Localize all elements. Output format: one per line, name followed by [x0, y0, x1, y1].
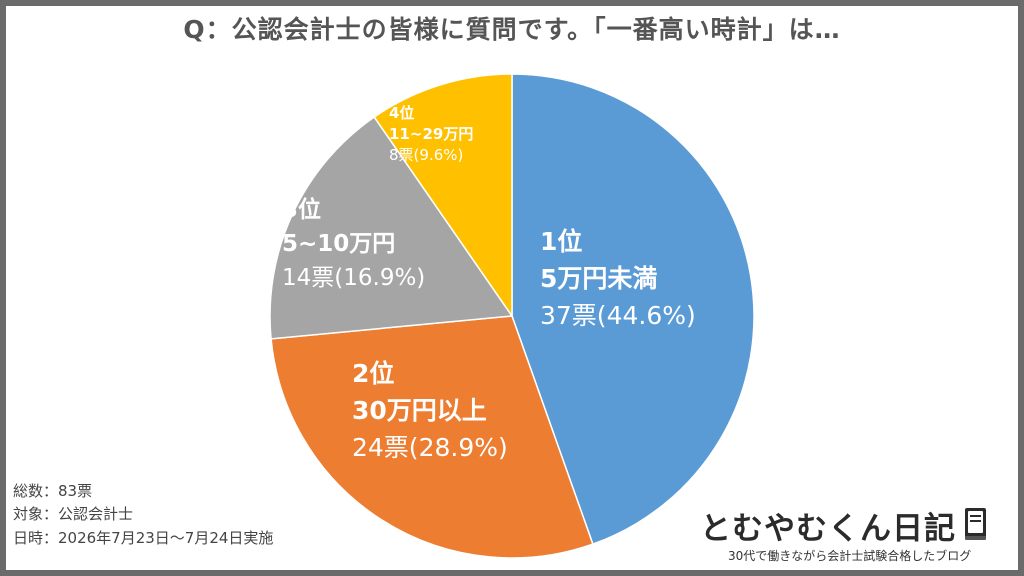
slice-votes-4: 8票(9.6%) [389, 146, 464, 164]
pie-slice-1 [511, 73, 755, 546]
slice-rank-3: 3位 [282, 197, 322, 223]
chart-title: Q：公認会計士の皆様に質問です。「一番高い時計」は… [183, 15, 841, 44]
logo-subtitle: 30代で働きながら会計士試験合格したブログ [728, 549, 972, 563]
slice-votes-3: 14票(16.9%) [282, 265, 426, 292]
pie-slice-2 [270, 315, 594, 559]
footnote-total: 総数：83票 [13, 482, 93, 500]
slice-range-4: 11~29万円 [389, 125, 474, 143]
slice-range-2: 30万円以上 [352, 396, 487, 425]
logo-title: とむやむくん日記 [700, 511, 956, 547]
footnote-target: 対象：公認会計士 [13, 505, 134, 524]
pie-slice-4 [373, 73, 513, 319]
slice-votes-2: 24票(28.9%) [352, 433, 508, 462]
slice-label-3: 3位 5~10万円 14票(16.9%) [282, 193, 425, 295]
slice-rank-2: 2位 [352, 359, 395, 388]
slice-range-3: 5~10万円 [282, 231, 396, 258]
slice-label-4: 4位 11~29万円 8票(9.6%) [389, 103, 473, 166]
blog-logo: とむやむくん日記 30代で働きながら会計士試験合格したブログ [700, 503, 1000, 567]
slice-rank-4: 4位 [389, 104, 415, 122]
slice-votes-1: 37票(44.6%) [540, 301, 696, 330]
slice-rank-1: 1位 [540, 227, 583, 256]
slice-range-1: 5万円未満 [540, 264, 658, 293]
survey-footnote: 総数：83票 対象：公認会計士 日時：2026年7月23日～7月24日実施 [13, 480, 273, 550]
book-icon [965, 508, 986, 540]
slice-label-2: 2位 30万円以上 24票(28.9%) [352, 355, 508, 466]
pie-slice-3 [269, 115, 514, 340]
slice-label-1: 1位 5万円未満 37票(44.6%) [540, 223, 696, 334]
footnote-date: 日時：2026年7月23日～7月24日実施 [13, 528, 274, 547]
